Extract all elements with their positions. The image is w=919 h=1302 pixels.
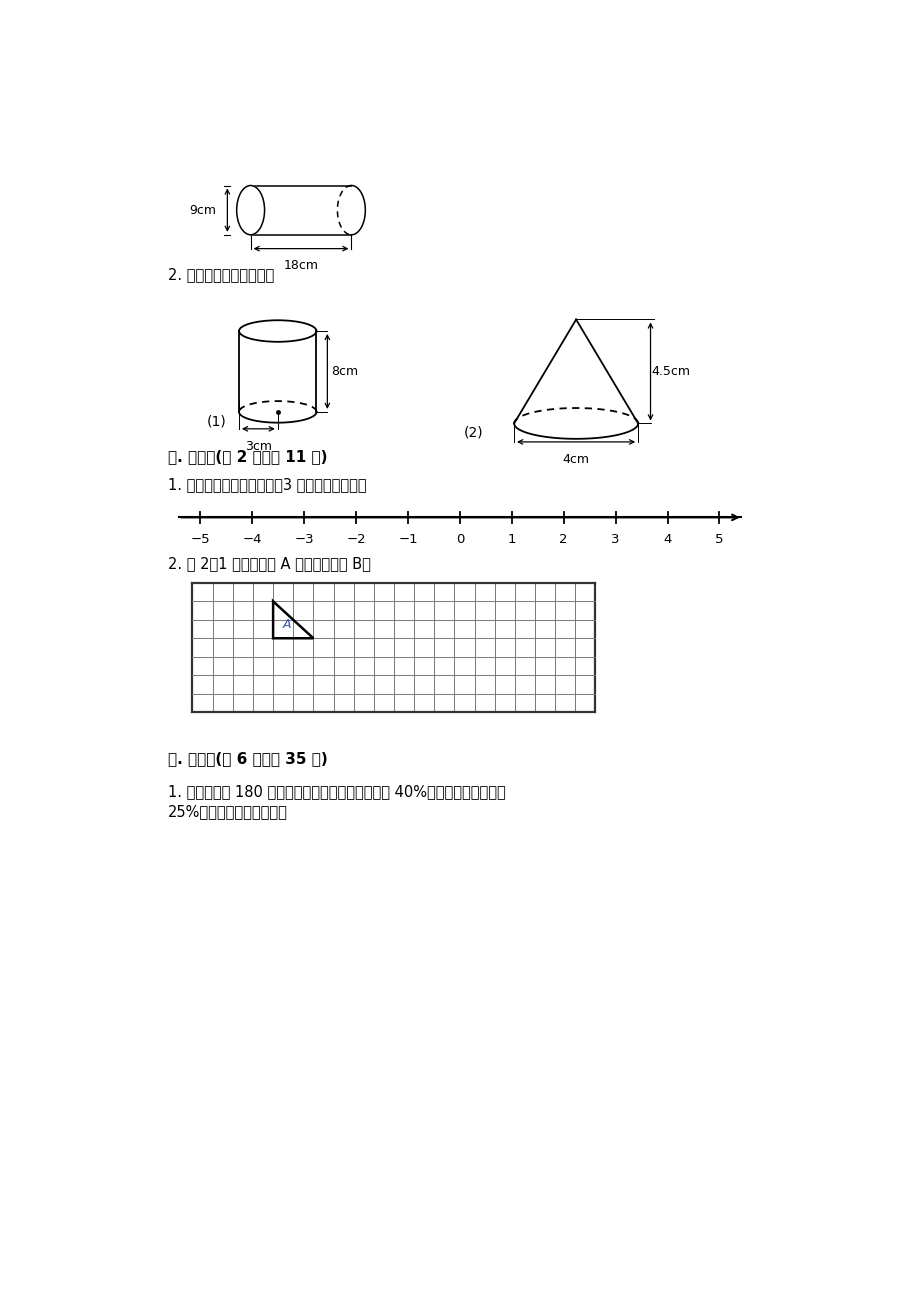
Text: 9cm: 9cm xyxy=(189,203,216,216)
Text: 2. 计算下列图形的体积。: 2. 计算下列图形的体积。 xyxy=(167,267,274,283)
Text: −1: −1 xyxy=(398,533,417,546)
Text: 六. 解答题(共 6 题，共 35 分): 六. 解答题(共 6 题，共 35 分) xyxy=(167,751,327,766)
Text: 18cm: 18cm xyxy=(283,259,318,272)
Text: −5: −5 xyxy=(190,533,210,546)
Text: −2: −2 xyxy=(346,533,366,546)
Text: 4: 4 xyxy=(663,533,671,546)
Text: 1: 1 xyxy=(507,533,516,546)
Text: −3: −3 xyxy=(294,533,313,546)
Ellipse shape xyxy=(236,185,265,234)
Text: (1): (1) xyxy=(206,414,226,428)
Text: 4.5cm: 4.5cm xyxy=(651,365,689,378)
Text: 1. 笑笑看一本 180 页的故事书，第一周看了全书的 40%，第二周看了全书的: 1. 笑笑看一本 180 页的故事书，第一周看了全书的 40%，第二周看了全书的 xyxy=(167,784,505,799)
Text: A: A xyxy=(282,618,291,631)
Text: 五. 作图题(共 2 题，共 11 分): 五. 作图题(共 2 题，共 11 分) xyxy=(167,449,327,464)
Text: 1. 在下面直线上，画出比－3 大的数所在区域。: 1. 在下面直线上，画出比－3 大的数所在区域。 xyxy=(167,478,366,492)
Text: 8cm: 8cm xyxy=(331,365,357,378)
Text: 25%。两周共看了多少页？: 25%。两周共看了多少页？ xyxy=(167,805,288,819)
Text: 3cm: 3cm xyxy=(244,440,272,453)
Text: 5: 5 xyxy=(714,533,723,546)
Text: −4: −4 xyxy=(243,533,262,546)
Text: 0: 0 xyxy=(455,533,463,546)
Text: 4cm: 4cm xyxy=(562,453,589,466)
Text: (2): (2) xyxy=(463,426,482,440)
Text: 2. 按 2：1 画出三角形 A 放大后的图形 B。: 2. 按 2：1 画出三角形 A 放大后的图形 B。 xyxy=(167,556,370,572)
Text: 3: 3 xyxy=(611,533,619,546)
Text: 2: 2 xyxy=(559,533,567,546)
